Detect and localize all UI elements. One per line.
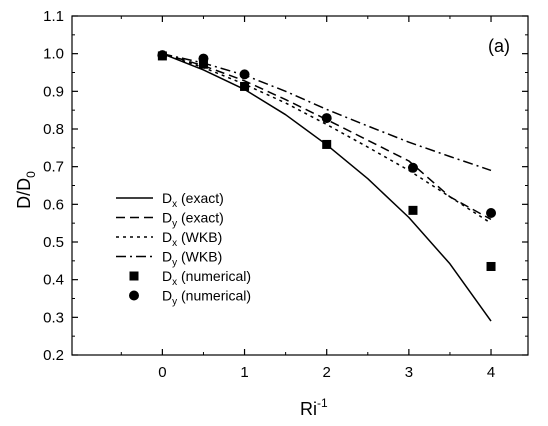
y-tick-label: 0.4 xyxy=(43,272,64,289)
y-tick-label: 0.5 xyxy=(43,234,64,251)
y-tick-label: 1.1 xyxy=(43,8,64,25)
data-point-dx-num xyxy=(408,205,418,215)
y-axis-title: D/D0 xyxy=(14,171,38,209)
x-tick-label: 4 xyxy=(487,364,495,381)
y-tick-label: 0.3 xyxy=(43,309,64,326)
legend-item-dx-wkb: Dx (WKB) xyxy=(116,229,222,249)
legend-item-dx-exact: Dx (exact) xyxy=(116,190,224,210)
x-tick-label: 1 xyxy=(240,364,248,381)
legend-label-dx-exact: Dx (exact) xyxy=(162,190,224,210)
data-point-dx-num xyxy=(486,261,496,271)
legend-item-dy-wkb: Dy (WKB) xyxy=(116,249,222,269)
data-point-dx-num xyxy=(198,59,208,69)
legend-item-dx-num: Dx (numerical) xyxy=(129,268,251,288)
plot-frame xyxy=(71,15,529,356)
legend-swatch-dy-num xyxy=(129,290,139,301)
legend: Dx (exact)Dy (exact)Dx (WKB)Dy (WKB)Dx (… xyxy=(116,190,251,308)
x-axis-title-sup: -1 xyxy=(317,396,328,410)
data-point-dy-num xyxy=(239,69,250,80)
legend-label-dy-exact: Dy (exact) xyxy=(162,210,224,230)
data-point-dx-num xyxy=(240,81,250,91)
x-tick-label: 3 xyxy=(405,364,413,381)
data-point-dy-num xyxy=(198,53,209,64)
y-tick-label: 0.7 xyxy=(43,159,64,176)
series-line-dx-wkb xyxy=(162,52,492,224)
series-line-dy-exact xyxy=(162,52,492,221)
legend-label-dy-num: Dy (numerical) xyxy=(162,288,251,308)
x-tick-label: 2 xyxy=(323,364,331,381)
legend-item-dy-exact: Dy (exact) xyxy=(116,210,224,230)
panel-label: (a) xyxy=(488,36,510,56)
legend-item-dy-num: Dy (numerical) xyxy=(129,288,251,308)
y-tick-label: 1.0 xyxy=(43,46,64,63)
series-layer xyxy=(157,50,497,322)
x-axis-title-base: Ri xyxy=(300,399,317,419)
y-axis-title-sub: 0 xyxy=(24,171,38,178)
data-point-dy-num xyxy=(321,113,332,124)
legend-label-dx-wkb: Dx (WKB) xyxy=(162,229,222,249)
x-axis-title: Ri-1 xyxy=(300,396,328,419)
y-tick-label: 0.9 xyxy=(43,83,64,100)
legend-swatch-dx-num xyxy=(129,271,139,281)
data-point-dy-num xyxy=(486,207,497,218)
x-tick-label: 0 xyxy=(158,364,166,381)
series-line-dy-wkb xyxy=(162,52,492,172)
data-point-dy-num xyxy=(407,162,418,173)
y-tick-label: 0.8 xyxy=(43,121,64,138)
y-tick-label: 0.6 xyxy=(43,196,64,213)
legend-label-dx-num: Dx (numerical) xyxy=(162,268,251,288)
data-point-dx-num xyxy=(322,139,332,149)
ticks: 0 1 2 3 4 0.2 0.3 0.4 0.5 0.6 0.7 0.8 0.9 1.0 1.1 xyxy=(43,8,528,381)
y-axis-title-base: D/D xyxy=(14,178,34,209)
y-tick-label: 0.2 xyxy=(43,347,64,364)
data-point-dy-num xyxy=(157,50,168,61)
legend-label-dy-wkb: Dy (WKB) xyxy=(162,249,222,269)
